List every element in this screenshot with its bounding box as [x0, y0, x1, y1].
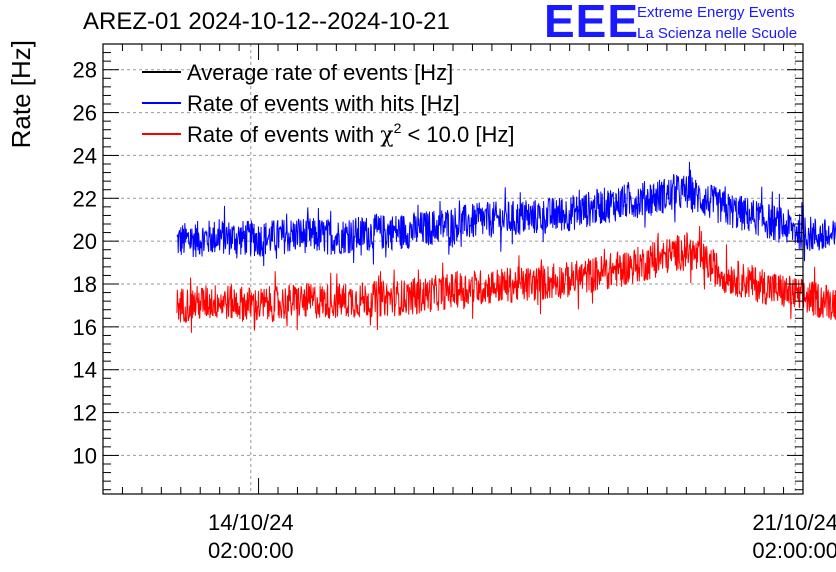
y-tick-label: 14: [73, 358, 97, 383]
series-line-hits: [176, 161, 836, 267]
x-tick-label-date: 21/10/24: [752, 510, 836, 535]
y-tick-label: 10: [73, 443, 97, 468]
eee-logo-line2: La Scienza nelle Scuole: [637, 25, 798, 42]
x-tick-label-time: 02:00:00: [208, 538, 294, 563]
y-tick-label: 24: [73, 143, 97, 168]
legend-label-prefix: Rate of events with: [187, 122, 380, 147]
legend-label: Rate of events with χ2 < 10.0 [Hz]: [187, 120, 514, 148]
y-tick-label: 22: [73, 186, 97, 211]
legend-label-chi: χ: [380, 123, 393, 148]
legend-label: Average rate of events [Hz]: [187, 60, 453, 85]
eee-logo: EEE: [544, 0, 640, 47]
legend-entry-chi2: Rate of events with χ2 < 10.0 [Hz]: [142, 120, 514, 148]
y-tick-label: 26: [73, 101, 97, 126]
x-tick-label-time: 02:00:00: [752, 538, 836, 563]
y-axis-label: Rate [Hz]: [6, 40, 36, 148]
eee-logo-line1: Extreme Energy Events: [637, 4, 795, 21]
y-tick-label: 16: [73, 315, 97, 340]
y-tick-label: 18: [73, 272, 97, 297]
series-line-chi2: [176, 225, 836, 333]
y-tick-label: 28: [73, 58, 97, 83]
legend-label: Rate of events with hits [Hz]: [187, 91, 460, 116]
y-tick-label: 12: [73, 401, 97, 426]
legend-label-suffix: < 10.0 [Hz]: [401, 122, 514, 147]
legend-label-sup: 2: [394, 120, 402, 136]
legend-entry-average: Average rate of events [Hz]: [142, 60, 453, 85]
x-tick-label-date: 14/10/24: [208, 510, 294, 535]
chart-title: AREZ-01 2024-10-12--2024-10-21: [83, 8, 450, 35]
y-tick-label: 20: [73, 229, 97, 254]
legend-entry-hits: Rate of events with hits [Hz]: [142, 91, 460, 116]
